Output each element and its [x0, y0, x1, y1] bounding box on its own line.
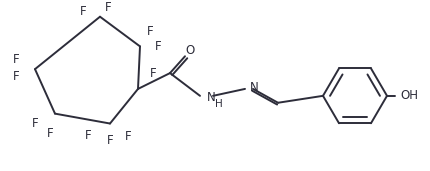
- Text: F: F: [147, 25, 154, 38]
- Text: F: F: [104, 1, 111, 14]
- Text: F: F: [85, 129, 91, 142]
- Text: F: F: [13, 70, 19, 83]
- Text: F: F: [80, 5, 86, 18]
- Text: F: F: [47, 127, 53, 140]
- Text: N: N: [250, 81, 259, 94]
- Text: F: F: [32, 117, 38, 130]
- Text: F: F: [150, 67, 157, 80]
- Text: O: O: [185, 44, 195, 57]
- Text: F: F: [107, 134, 114, 147]
- Text: H: H: [215, 99, 223, 109]
- Text: OH: OH: [400, 89, 418, 102]
- Text: F: F: [155, 40, 161, 53]
- Text: N: N: [207, 91, 216, 104]
- Text: F: F: [125, 130, 131, 143]
- Text: F: F: [13, 53, 19, 66]
